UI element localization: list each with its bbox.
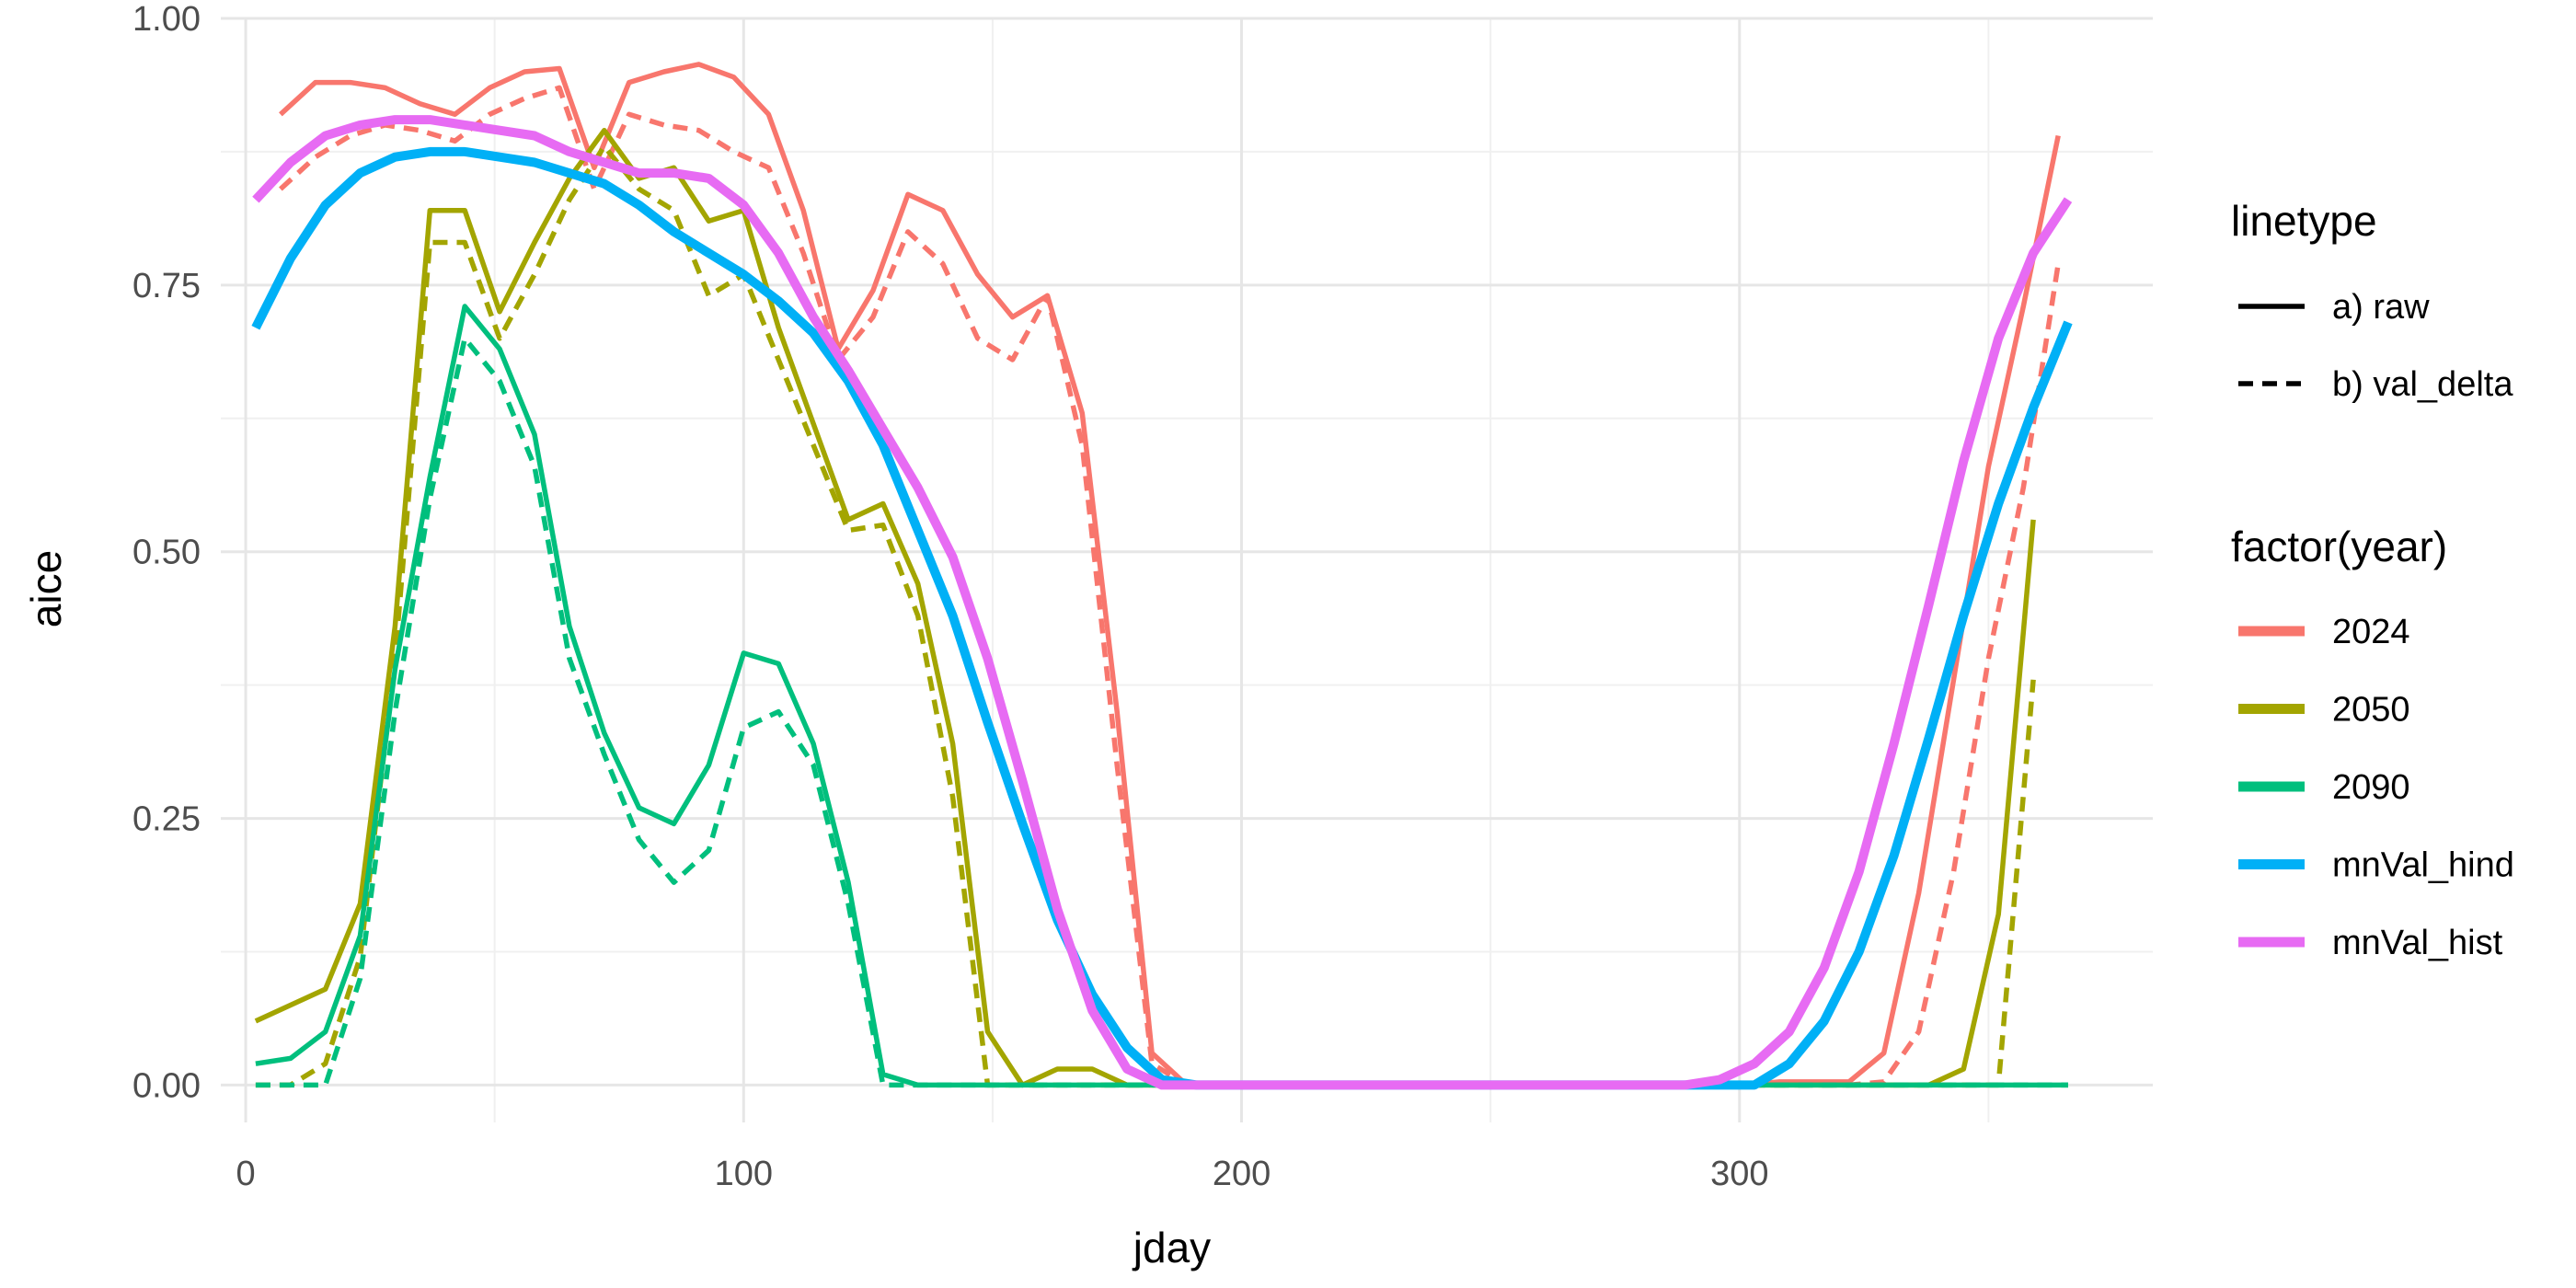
x-tick-label: 100 [715,1155,773,1193]
x-tick-label: 0 [236,1155,255,1193]
legend-label-linetype: a) raw [2332,288,2430,327]
series-line-2050-val-delta [255,144,2036,1088]
y-tick-label: 0.00 [132,1066,201,1105]
legend-label-linetype: b) val_delta [2332,365,2513,404]
legend-label-year: mnVal_hist [2332,924,2503,962]
series-line-2050-raw [254,127,2036,1088]
series-line-mnval-hist-raw [252,115,2073,1090]
legend-label-year: 2050 [2332,691,2410,730]
series-line-2024-val-delta [279,85,2061,1088]
y-axis-title: aice [22,550,70,627]
x-tick-label: 200 [1213,1155,1271,1193]
legend: linetype a) raw b) val_delta factor(year) 20… [2231,197,2514,962]
x-tick-label: 300 [1710,1155,1768,1193]
y-tick-label: 1.00 [132,0,201,39]
x-tick-labels: 0 100 200 300 [236,1155,1768,1193]
series-line-mnval-hind-raw [251,146,2073,1090]
legend-title-year: factor(year) [2231,523,2447,570]
series-line-2090-raw [255,304,2068,1088]
legend-title-linetype: linetype [2231,197,2377,245]
y-tick-labels: 0.00 0.25 0.50 0.75 1.00 [132,0,201,1105]
y-tick-label: 0.50 [132,534,201,572]
grid [221,17,2153,1122]
x-axis-title: jday [1132,1224,1211,1271]
series-lines [251,62,2073,1090]
y-tick-label: 0.75 [132,267,201,305]
legend-label-year: 2024 [2332,613,2410,651]
y-tick-label: 0.25 [132,800,201,839]
series-line-2090-val-delta [255,336,2068,1088]
legend-label-year: 2090 [2332,768,2410,807]
legend-label-year: mnVal_hind [2332,846,2514,885]
